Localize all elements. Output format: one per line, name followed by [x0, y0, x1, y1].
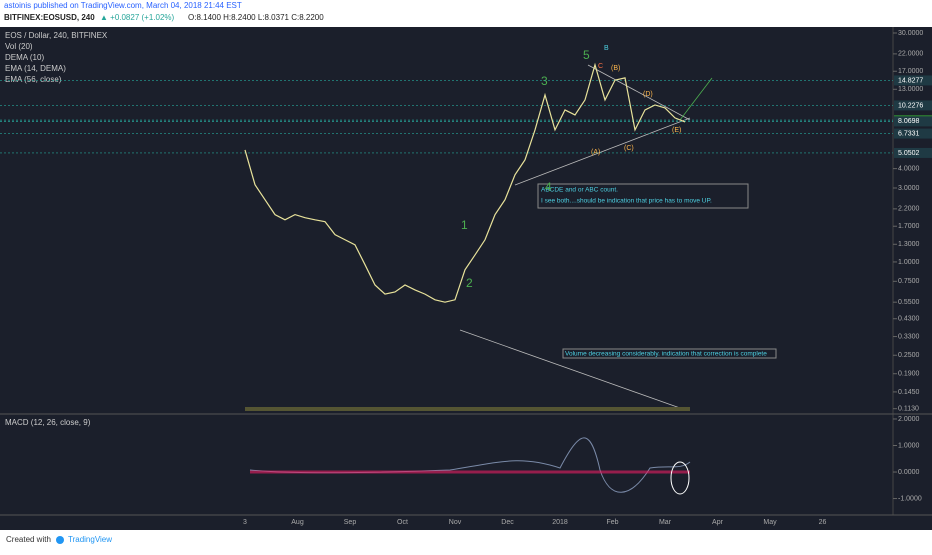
macd-tick-label: 1.0000 — [898, 442, 920, 449]
wave-label: 2 — [466, 276, 473, 290]
change: ▲ +0.0827 (+1.02%) — [100, 13, 175, 22]
trendline — [514, 117, 691, 186]
chart-bg — [0, 27, 932, 530]
legend-item: EMA (56, close) — [5, 75, 62, 84]
macd-tick-label: 0.0000 — [898, 469, 920, 476]
wave-label: (D) — [643, 91, 653, 98]
y-tick-label: 0.4300 — [898, 316, 920, 323]
y-tick-label: 0.7500 — [898, 278, 920, 285]
legend-item: EMA (14, DEMA) — [5, 64, 66, 73]
y-tick-label: 1.0000 — [898, 259, 920, 266]
wave-label: 5 — [583, 48, 590, 62]
y-tick-label: 4.0000 — [898, 165, 920, 172]
ohlc: O:8.1400 H:8.2400 L:8.0371 C:8.2200 — [188, 13, 324, 22]
price-label: 5.0502 — [898, 150, 920, 157]
wave-label: (E) — [672, 127, 681, 134]
y-tick-label: 0.3300 — [898, 333, 920, 340]
time-label: Sep — [344, 519, 357, 526]
y-tick-label: 22.0000 — [898, 51, 923, 58]
y-tick-label: 2.2000 — [898, 206, 920, 213]
time-label: Nov — [449, 519, 462, 526]
legend-item: EOS / Dollar, 240, BITFINEX — [5, 31, 108, 40]
volume-trendline — [459, 329, 681, 409]
note: ABCDE and or ABC count. — [541, 187, 618, 194]
trendline — [587, 64, 691, 121]
note: I see both....should be indication that … — [541, 198, 712, 205]
footer-brand: TradingView — [68, 535, 112, 544]
time-label: Dec — [501, 519, 514, 526]
y-tick-label: 0.1130 — [898, 406, 919, 413]
wave-label: B — [604, 45, 609, 52]
price-label: 6.7331 — [898, 130, 920, 137]
note-box — [562, 348, 777, 359]
y-tick-label: 1.7000 — [898, 223, 920, 230]
y-tick-label: 13.0000 — [898, 86, 923, 93]
logo — [56, 536, 64, 544]
legend-item: DEMA (10) — [5, 53, 44, 62]
symbol: BITFINEX:EOSUSD, 240 — [4, 13, 95, 22]
wave-label: (C) — [624, 145, 634, 152]
macd-label: MACD (12, 26, close, 9) — [5, 418, 91, 427]
price-label-bg — [894, 128, 932, 139]
price-label-bg — [894, 116, 932, 127]
price-label-bg — [894, 147, 932, 158]
y-tick-label: 0.2500 — [898, 352, 920, 359]
note: Volume decreasing considerably. indicati… — [565, 351, 767, 358]
price-label: 8.0698 — [898, 118, 920, 125]
price-label: 10.2276 — [898, 102, 923, 109]
time-label: 3 — [243, 519, 247, 526]
time-label: Apr — [712, 519, 724, 526]
projection — [679, 77, 713, 121]
time-label: Feb — [606, 519, 618, 526]
legend-item: Vol (20) — [5, 42, 33, 51]
y-tick-label: 30.0000 — [898, 30, 923, 37]
publisher: astoinis published on TradingView.com, M… — [4, 1, 242, 10]
macd-tick-label: -1.0000 — [898, 495, 922, 502]
time-label: Aug — [291, 519, 304, 526]
time-label: May — [763, 519, 777, 526]
footer-bg — [0, 530, 932, 550]
wave-label: (A) — [591, 149, 600, 156]
time-label: 26 — [819, 519, 827, 526]
price-label: 14.8277 — [898, 77, 923, 84]
time-label: Oct — [397, 519, 408, 526]
y-tick-label: 0.1450 — [898, 389, 920, 396]
y-tick-label: 0.5500 — [898, 299, 920, 306]
header-bg — [0, 0, 932, 27]
y-tick-label: 17.0000 — [898, 68, 923, 75]
macd-tick-label: 2.0000 — [898, 416, 920, 423]
wave-label: 4 — [545, 180, 552, 194]
wave-label: 3 — [541, 74, 548, 88]
wave-label: 1 — [461, 218, 468, 232]
y-tick-label: 3.0000 — [898, 185, 920, 192]
circle-mark — [670, 461, 690, 495]
price-label-bg — [894, 100, 932, 111]
note-box — [537, 183, 749, 209]
y-tick-label: 1.3000 — [898, 241, 920, 248]
footer-text: Created with — [6, 535, 51, 544]
y-tick-label: 0.1900 — [898, 371, 920, 378]
price-label-bg — [894, 75, 932, 86]
wave-label: C — [598, 63, 603, 70]
wave-label: (B) — [611, 65, 620, 72]
time-label: Mar — [659, 519, 672, 526]
price-line — [244, 62, 686, 303]
time-label: 2018 — [552, 519, 568, 526]
